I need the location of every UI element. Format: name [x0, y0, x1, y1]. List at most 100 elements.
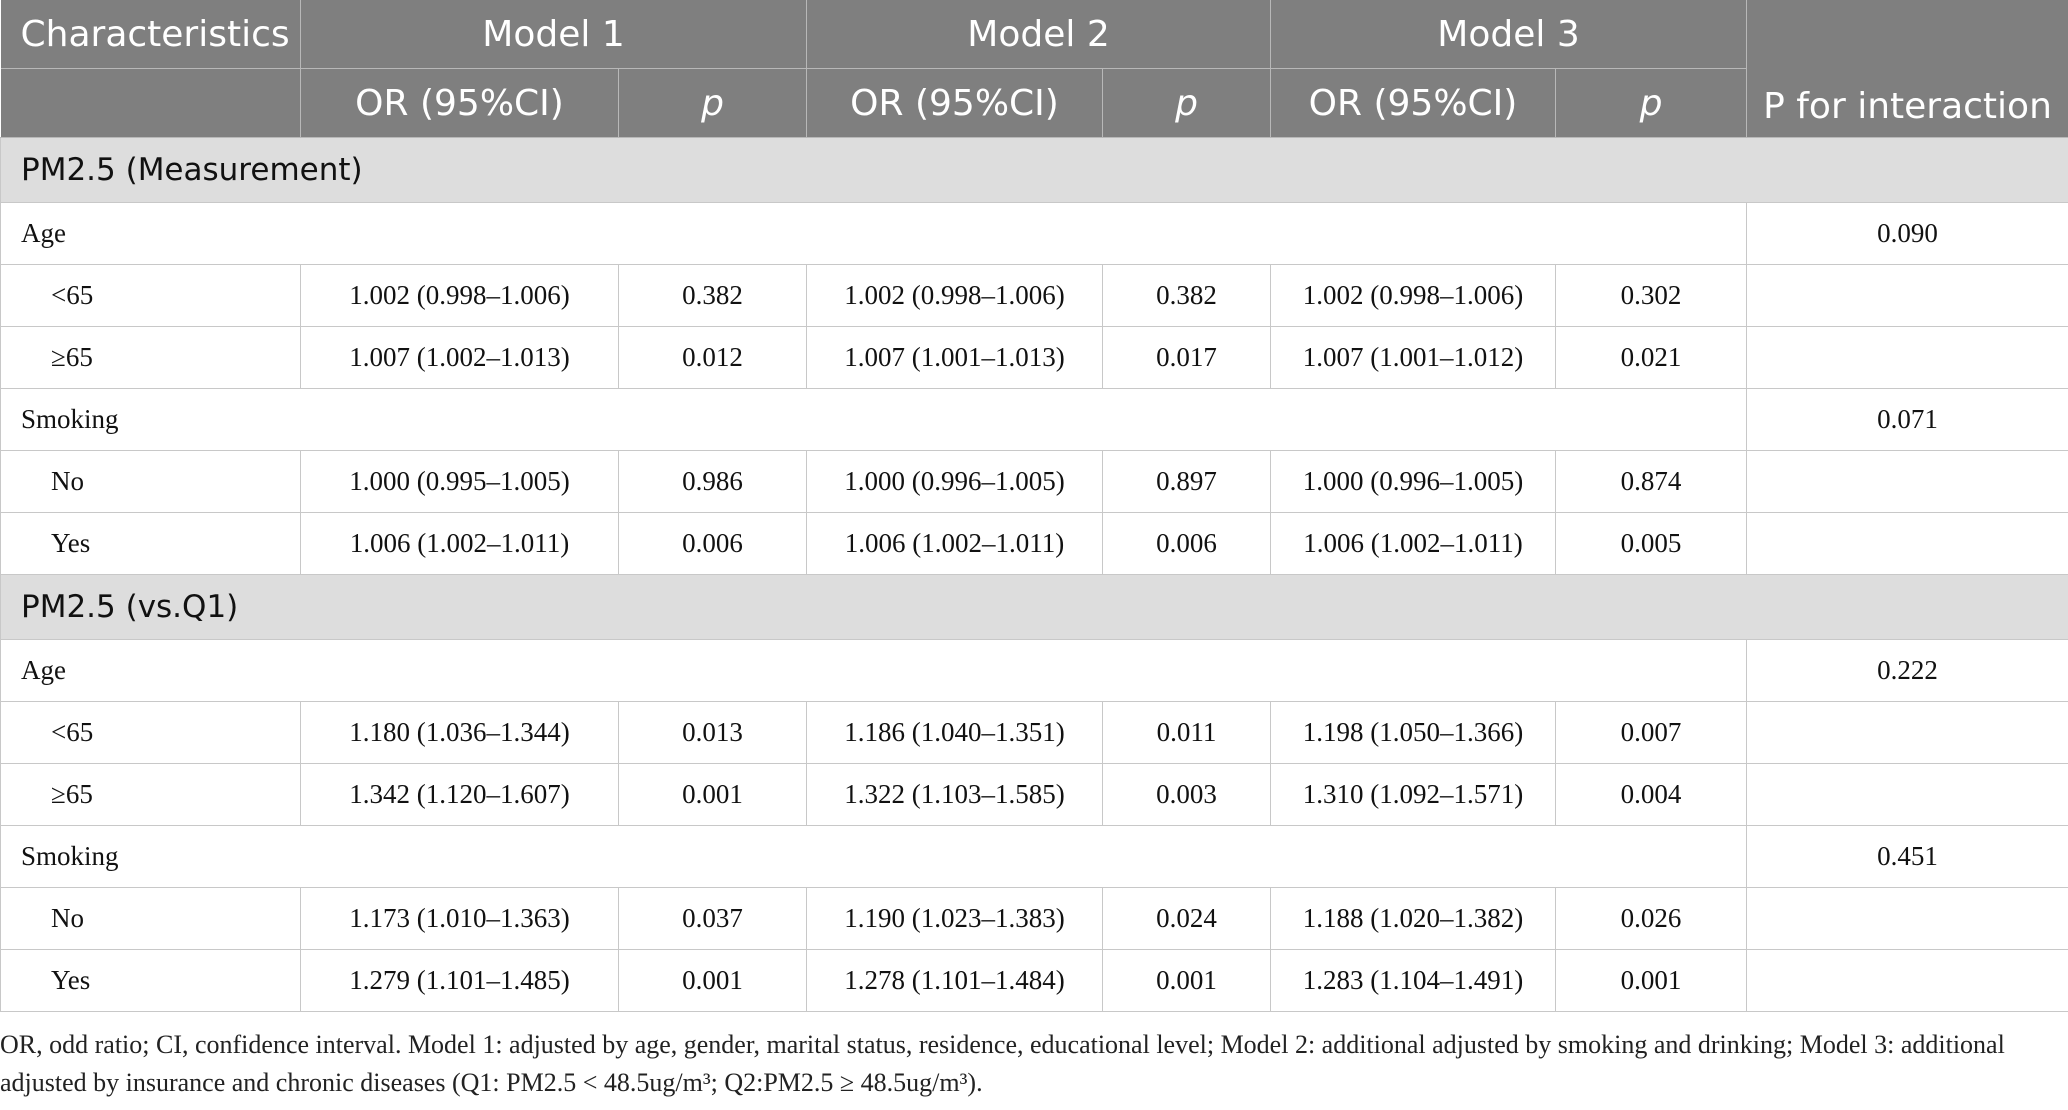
model-3-or-cell: 1.283 (1.104–1.491): [1270, 949, 1556, 1012]
group-row: Age 0.222: [0, 639, 2068, 702]
table-row: ≥65 1.007 (1.002–1.013) 0.012 1.007 (1.001–…: [0, 326, 2068, 389]
model-2-or-cell: 1.278 (1.101–1.484): [806, 949, 1103, 1012]
model-1-p-cell: 0.001: [618, 949, 807, 1012]
row-label: <65: [0, 701, 301, 764]
header-model-2-or: OR (95%CI): [806, 68, 1103, 138]
model-2-or-cell: 1.002 (0.998–1.006): [806, 264, 1103, 327]
model-2-p-cell: 0.382: [1102, 264, 1271, 327]
row-label: Yes: [0, 512, 301, 575]
group-row: Smoking 0.451: [0, 825, 2068, 888]
model-3-or-cell: 1.310 (1.092–1.571): [1270, 763, 1556, 826]
model-1-or-cell: 1.002 (0.998–1.006): [300, 264, 619, 327]
model-2-p-cell: 0.003: [1102, 763, 1271, 826]
model-2-p-cell: 0.897: [1102, 450, 1271, 513]
model-3-p-cell: 0.302: [1555, 264, 1747, 327]
row-label: <65: [0, 264, 301, 327]
table-body: PM2.5 (Measurement) Age 0.090 <65 1.002 (0.9…: [0, 137, 2068, 1012]
model-3-p-cell: 0.874: [1555, 450, 1747, 513]
table-footnote: OR, odd ratio; CI, confidence interval. …: [0, 1030, 2005, 1097]
model-3-or-cell: 1.198 (1.050–1.366): [1270, 701, 1556, 764]
header-model-3: Model 3: [1270, 0, 1747, 69]
row-label: Yes: [0, 949, 301, 1012]
group-label: Smoking: [0, 388, 1747, 451]
model-1-p-cell: 0.006: [618, 512, 807, 575]
model-1-p-cell: 0.037: [618, 887, 807, 950]
p-interaction-empty-cell: [1746, 512, 2068, 575]
section-title: PM2.5 (Measurement): [0, 137, 2068, 203]
group-label: Smoking: [0, 825, 1747, 888]
model-2-p-cell: 0.024: [1102, 887, 1271, 950]
model-2-or-cell: 1.000 (0.996–1.005): [806, 450, 1103, 513]
model-3-or-cell: 1.002 (0.998–1.006): [1270, 264, 1556, 327]
section-row: PM2.5 (vs.Q1): [0, 574, 2068, 640]
model-3-p-cell: 0.026: [1555, 887, 1747, 950]
table-header: Characteristics Model 1 Model 2 Model 3 …: [0, 0, 2068, 138]
model-1-or-cell: 1.279 (1.101–1.485): [300, 949, 619, 1012]
header-model-1: Model 1: [300, 0, 807, 69]
model-2-or-cell: 1.322 (1.103–1.585): [806, 763, 1103, 826]
p-interaction-empty-cell: [1746, 763, 2068, 826]
header-model-1-or: OR (95%CI): [300, 68, 619, 138]
group-row: Age 0.090: [0, 202, 2068, 265]
model-3-p-cell: 0.004: [1555, 763, 1747, 826]
group-label: Age: [0, 202, 1747, 265]
table-row: Yes 1.006 (1.002–1.011) 0.006 1.006 (1.002–…: [0, 512, 2068, 575]
table-row: No 1.173 (1.010–1.363) 0.037 1.190 (1.023–1…: [0, 887, 2068, 950]
p-interaction-value: 0.090: [1746, 202, 2068, 265]
header-p-interaction: P for interaction: [1746, 0, 2068, 138]
group-row: Smoking 0.071: [0, 388, 2068, 451]
model-3-or-cell: 1.000 (0.996–1.005): [1270, 450, 1556, 513]
model-1-p-cell: 0.986: [618, 450, 807, 513]
model-1-or-cell: 1.180 (1.036–1.344): [300, 701, 619, 764]
model-2-p-cell: 0.017: [1102, 326, 1271, 389]
row-label: ≥65: [0, 326, 301, 389]
model-1-p-cell: 0.382: [618, 264, 807, 327]
model-3-or-cell: 1.188 (1.020–1.382): [1270, 887, 1556, 950]
table-row: Yes 1.279 (1.101–1.485) 0.001 1.278 (1.101–…: [0, 949, 2068, 1012]
model-3-p-cell: 0.007: [1555, 701, 1747, 764]
p-interaction-empty-cell: [1746, 326, 2068, 389]
group-label: Age: [0, 639, 1747, 702]
table-row: ≥65 1.342 (1.120–1.607) 0.001 1.322 (1.103–…: [0, 763, 2068, 826]
header-characteristics: Characteristics: [0, 0, 301, 69]
section-title: PM2.5 (vs.Q1): [0, 574, 2068, 640]
results-table: Characteristics Model 1 Model 2 Model 3 …: [0, 0, 2068, 1012]
model-1-or-cell: 1.006 (1.002–1.011): [300, 512, 619, 575]
p-interaction-empty-cell: [1746, 949, 2068, 1012]
table-row: No 1.000 (0.995–1.005) 0.986 1.000 (0.996–1…: [0, 450, 2068, 513]
model-1-or-cell: 1.007 (1.002–1.013): [300, 326, 619, 389]
p-interaction-empty-cell: [1746, 264, 2068, 327]
model-2-p-cell: 0.006: [1102, 512, 1271, 575]
header-row-models: Characteristics Model 1 Model 2 Model 3 …: [0, 0, 2068, 138]
header-model-1-p: p: [618, 68, 807, 138]
header-model-3-p: p: [1555, 68, 1747, 138]
model-2-p-cell: 0.001: [1102, 949, 1271, 1012]
model-3-p-cell: 0.021: [1555, 326, 1747, 389]
model-1-or-cell: 1.342 (1.120–1.607): [300, 763, 619, 826]
model-2-or-cell: 1.186 (1.040–1.351): [806, 701, 1103, 764]
p-interaction-value: 0.451: [1746, 825, 2068, 888]
header-model-2-p: p: [1102, 68, 1271, 138]
model-3-p-cell: 0.005: [1555, 512, 1747, 575]
header-model-3-or: OR (95%CI): [1270, 68, 1556, 138]
table-row: <65 1.180 (1.036–1.344) 0.013 1.186 (1.040–…: [0, 701, 2068, 764]
p-interaction-empty-cell: [1746, 450, 2068, 513]
p-interaction-empty-cell: [1746, 887, 2068, 950]
model-1-or-cell: 1.000 (0.995–1.005): [300, 450, 619, 513]
row-label: ≥65: [0, 763, 301, 826]
model-2-or-cell: 1.007 (1.001–1.013): [806, 326, 1103, 389]
p-interaction-empty-cell: [1746, 701, 2068, 764]
model-2-or-cell: 1.006 (1.002–1.011): [806, 512, 1103, 575]
p-interaction-value: 0.222: [1746, 639, 2068, 702]
section-row: PM2.5 (Measurement): [0, 137, 2068, 203]
model-1-p-cell: 0.001: [618, 763, 807, 826]
p-interaction-value: 0.071: [1746, 388, 2068, 451]
header-model-2: Model 2: [806, 0, 1271, 69]
model-2-or-cell: 1.190 (1.023–1.383): [806, 887, 1103, 950]
model-3-or-cell: 1.007 (1.001–1.012): [1270, 326, 1556, 389]
model-3-or-cell: 1.006 (1.002–1.011): [1270, 512, 1556, 575]
table-row: <65 1.002 (0.998–1.006) 0.382 1.002 (0.998–…: [0, 264, 2068, 327]
model-1-p-cell: 0.012: [618, 326, 807, 389]
model-1-p-cell: 0.013: [618, 701, 807, 764]
